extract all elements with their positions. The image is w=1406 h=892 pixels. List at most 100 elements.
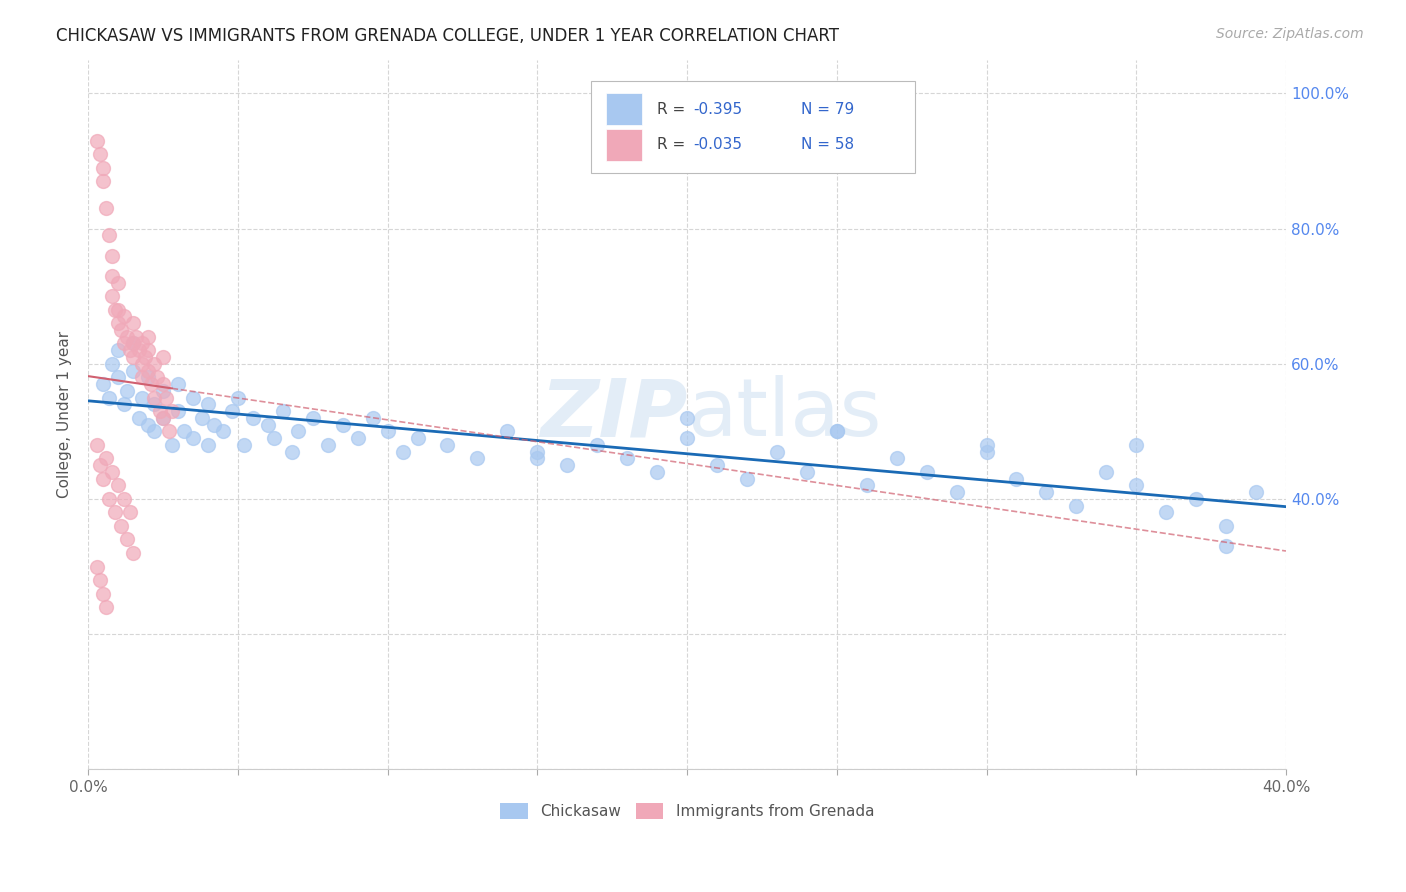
Point xyxy=(1035,485,1057,500)
Point xyxy=(107,478,129,492)
Point xyxy=(735,472,758,486)
Point xyxy=(107,370,129,384)
Point xyxy=(107,343,129,358)
Point xyxy=(120,343,142,358)
Point xyxy=(202,417,225,432)
Point xyxy=(152,377,174,392)
Bar xyxy=(606,94,641,125)
Bar xyxy=(606,128,641,161)
Point xyxy=(101,465,124,479)
Point xyxy=(89,573,111,587)
Point xyxy=(104,302,127,317)
Point xyxy=(86,438,108,452)
Point xyxy=(143,425,166,439)
Point xyxy=(101,357,124,371)
Point xyxy=(101,289,124,303)
Point xyxy=(467,451,489,466)
Text: R =: R = xyxy=(657,102,690,117)
Point xyxy=(377,425,399,439)
Point xyxy=(122,363,145,377)
Point xyxy=(94,451,117,466)
Text: -0.395: -0.395 xyxy=(693,102,742,117)
Point xyxy=(886,451,908,466)
Point xyxy=(112,397,135,411)
Point xyxy=(855,478,877,492)
Point xyxy=(136,417,159,432)
Point xyxy=(197,438,219,452)
Point xyxy=(271,404,294,418)
Point xyxy=(706,458,728,472)
Point xyxy=(152,350,174,364)
Point xyxy=(136,370,159,384)
Point xyxy=(122,316,145,330)
Point xyxy=(391,444,413,458)
Point xyxy=(242,410,264,425)
Text: CHICKASAW VS IMMIGRANTS FROM GRENADA COLLEGE, UNDER 1 YEAR CORRELATION CHART: CHICKASAW VS IMMIGRANTS FROM GRENADA COL… xyxy=(56,27,839,45)
Point xyxy=(346,431,368,445)
Point xyxy=(120,506,142,520)
Point xyxy=(98,228,121,243)
Point xyxy=(143,397,166,411)
Point xyxy=(406,431,429,445)
Point xyxy=(112,310,135,324)
Point xyxy=(86,559,108,574)
Point xyxy=(301,410,323,425)
Point xyxy=(115,533,138,547)
Point xyxy=(586,438,609,452)
Point xyxy=(287,425,309,439)
Point xyxy=(143,357,166,371)
Point xyxy=(496,425,519,439)
Point xyxy=(149,404,172,418)
Point xyxy=(1095,465,1118,479)
Point xyxy=(98,391,121,405)
Point xyxy=(146,370,169,384)
Point xyxy=(766,444,789,458)
Point xyxy=(86,134,108,148)
Point xyxy=(436,438,458,452)
Point xyxy=(1215,539,1237,553)
Y-axis label: College, Under 1 year: College, Under 1 year xyxy=(58,331,72,498)
Text: R =: R = xyxy=(657,137,690,153)
Point xyxy=(167,377,190,392)
Point xyxy=(976,444,998,458)
Point xyxy=(332,417,354,432)
Point xyxy=(115,384,138,398)
Point xyxy=(526,444,548,458)
Point xyxy=(107,316,129,330)
Point xyxy=(676,410,699,425)
Point xyxy=(676,431,699,445)
Point xyxy=(136,343,159,358)
Point xyxy=(128,343,150,358)
Point xyxy=(122,336,145,351)
Point xyxy=(796,465,818,479)
Point xyxy=(226,391,249,405)
Point xyxy=(134,350,156,364)
Point xyxy=(112,336,135,351)
Point xyxy=(645,465,668,479)
Point xyxy=(128,410,150,425)
Point xyxy=(94,600,117,615)
FancyBboxPatch shape xyxy=(592,81,915,173)
Point xyxy=(316,438,339,452)
Point xyxy=(1125,438,1147,452)
Point xyxy=(976,438,998,452)
Point xyxy=(281,444,304,458)
Point xyxy=(526,451,548,466)
Legend: Chickasaw, Immigrants from Grenada: Chickasaw, Immigrants from Grenada xyxy=(494,797,880,825)
Point xyxy=(181,431,204,445)
Text: N = 79: N = 79 xyxy=(801,102,853,117)
Point xyxy=(91,586,114,600)
Point xyxy=(98,491,121,506)
Point xyxy=(945,485,967,500)
Point xyxy=(107,302,129,317)
Point xyxy=(1125,478,1147,492)
Point xyxy=(107,276,129,290)
Point xyxy=(256,417,278,432)
Point xyxy=(160,404,183,418)
Point xyxy=(143,391,166,405)
Point xyxy=(91,472,114,486)
Point xyxy=(152,410,174,425)
Point xyxy=(173,425,195,439)
Point xyxy=(115,329,138,343)
Point xyxy=(122,546,145,560)
